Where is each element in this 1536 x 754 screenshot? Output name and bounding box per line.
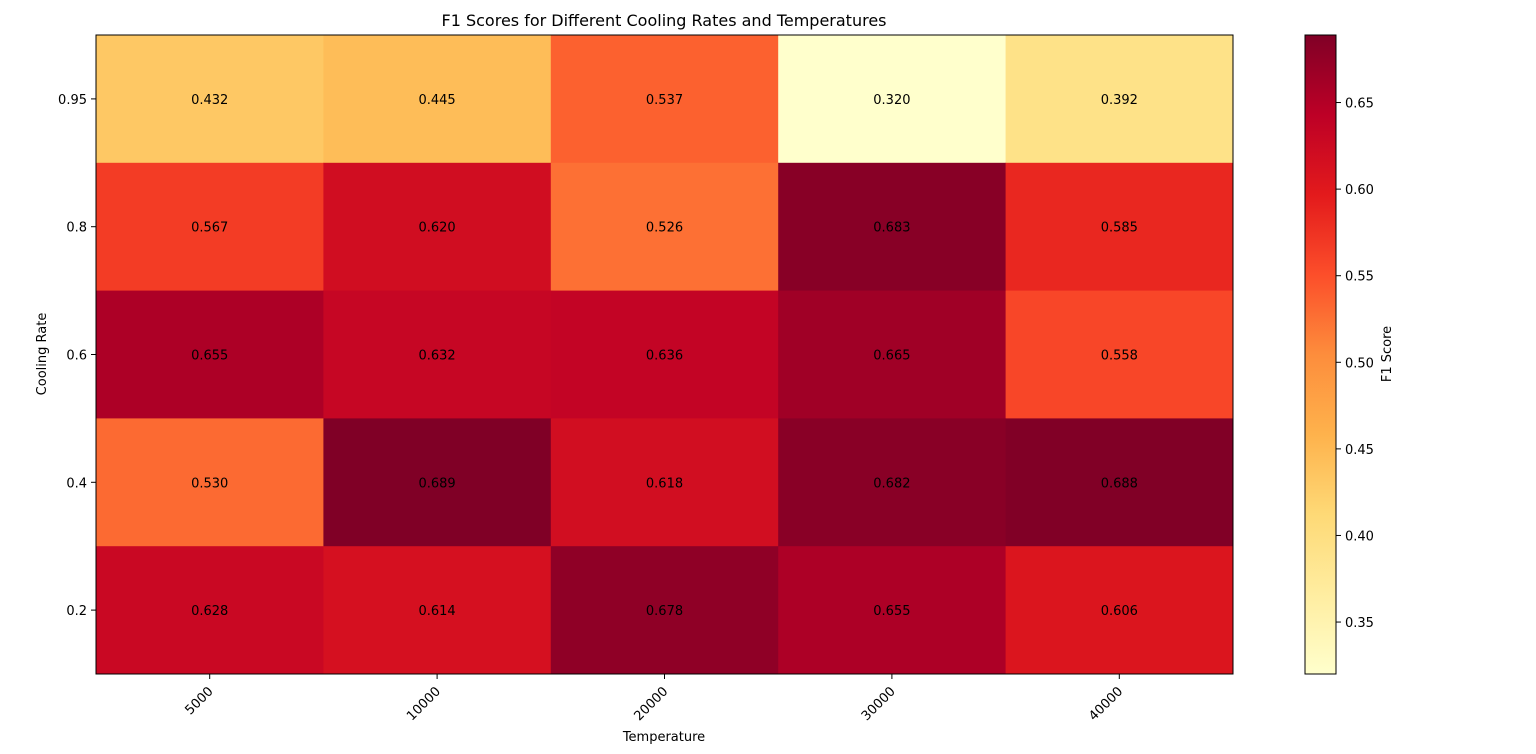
heatmap-cell xyxy=(1005,546,1234,675)
heatmap-cell xyxy=(550,162,779,292)
heatmap-cell xyxy=(1005,162,1234,292)
cell-value-label: 0.432 xyxy=(191,93,228,108)
y-axis-label: Cooling Rate xyxy=(35,313,50,396)
cell-value-label: 0.585 xyxy=(1101,221,1138,236)
cell-value-label: 0.628 xyxy=(191,604,228,619)
heatmap-cell xyxy=(323,35,552,164)
y-tick-label: 0.2 xyxy=(66,604,87,619)
colorbar-tick-label: 0.40 xyxy=(1345,529,1374,544)
cell-value-label: 0.682 xyxy=(873,476,910,491)
cell-value-label: 0.392 xyxy=(1101,93,1138,108)
x-tick-label: 10000 xyxy=(404,684,444,724)
cell-value-label: 0.537 xyxy=(646,93,683,108)
x-tick-label: 40000 xyxy=(1086,684,1126,724)
heatmap-cell xyxy=(778,418,1007,547)
cell-value-label: 0.620 xyxy=(418,221,455,236)
heatmap-cell xyxy=(96,35,324,164)
colorbar-tick-label: 0.60 xyxy=(1345,183,1374,198)
cell-value-label: 0.614 xyxy=(418,604,455,619)
x-tick-label: 5000 xyxy=(183,684,217,718)
heatmap-cell xyxy=(96,162,324,292)
cell-value-label: 0.445 xyxy=(418,93,455,108)
heatmap-cell xyxy=(96,418,324,547)
cell-value-label: 0.606 xyxy=(1101,604,1138,619)
heatmap-cell xyxy=(550,290,779,419)
colorbar-tick-label: 0.55 xyxy=(1345,270,1374,285)
cell-value-label: 0.618 xyxy=(646,476,683,491)
colorbar-tick-label: 0.50 xyxy=(1345,356,1374,371)
heatmap-cell xyxy=(778,546,1007,675)
heatmap-cell xyxy=(1005,35,1234,164)
heatmap-cell xyxy=(1005,418,1234,547)
x-tick-label: 30000 xyxy=(859,684,899,724)
heatmap-cells xyxy=(96,35,1234,675)
y-tick-label: 0.4 xyxy=(66,476,87,491)
y-tick-label: 0.95 xyxy=(58,93,87,108)
x-tick-label: 20000 xyxy=(631,684,671,724)
y-tick-label: 0.6 xyxy=(66,349,87,364)
heatmap-cell xyxy=(96,546,324,675)
heatmap-cell xyxy=(323,290,552,419)
cell-value-label: 0.530 xyxy=(191,476,228,491)
cell-value-label: 0.526 xyxy=(646,221,683,236)
y-tick-label: 0.8 xyxy=(66,221,87,236)
cell-value-label: 0.632 xyxy=(418,349,455,364)
x-axis-ticks: 5000 10000 20000 30000 40000 xyxy=(183,674,1126,724)
cell-value-label: 0.655 xyxy=(873,604,910,619)
heatmap-cell xyxy=(778,35,1007,164)
cell-value-label: 0.558 xyxy=(1101,349,1138,364)
colorbar-label: F1 Score xyxy=(1380,326,1395,382)
cell-value-label: 0.689 xyxy=(418,476,455,491)
colorbar-tick-label: 0.45 xyxy=(1345,443,1374,458)
heatmap-cell xyxy=(550,418,779,547)
colorbar xyxy=(1304,34,1337,675)
cell-value-label: 0.665 xyxy=(873,349,910,364)
y-axis-ticks: 0.95 0.8 0.6 0.4 0.2 xyxy=(58,93,96,619)
cell-value-label: 0.655 xyxy=(191,349,228,364)
cell-value-label: 0.636 xyxy=(646,349,683,364)
heatmap-cell xyxy=(778,290,1007,419)
colorbar-tick-label: 0.35 xyxy=(1345,616,1374,631)
cell-value-label: 0.320 xyxy=(873,93,910,108)
colorbar-tick-label: 0.65 xyxy=(1345,97,1374,112)
cell-value-labels: 0.432 0.445 0.537 0.320 0.392 0.567 0.620 0.526… xyxy=(191,93,1138,619)
heatmap-cell xyxy=(323,162,552,292)
heatmap-cell xyxy=(323,418,552,547)
chart-title: F1 Scores for Different Cooling Rates an… xyxy=(442,11,887,30)
x-axis-label: Temperature xyxy=(622,730,705,745)
heatmap-cell xyxy=(323,546,552,675)
heatmap-cell xyxy=(1005,290,1234,419)
cell-value-label: 0.688 xyxy=(1101,476,1138,491)
cell-value-label: 0.678 xyxy=(646,604,683,619)
cell-value-label: 0.683 xyxy=(873,221,910,236)
heatmap-cell xyxy=(550,35,779,164)
heatmap-cell xyxy=(550,546,779,675)
cell-value-label: 0.567 xyxy=(191,221,228,236)
colorbar-ticks: 0.35 0.40 0.45 0.50 0.55 0.60 0.65 xyxy=(1336,97,1374,631)
heatmap-cell xyxy=(778,162,1007,292)
heatmap-cell xyxy=(96,290,324,419)
